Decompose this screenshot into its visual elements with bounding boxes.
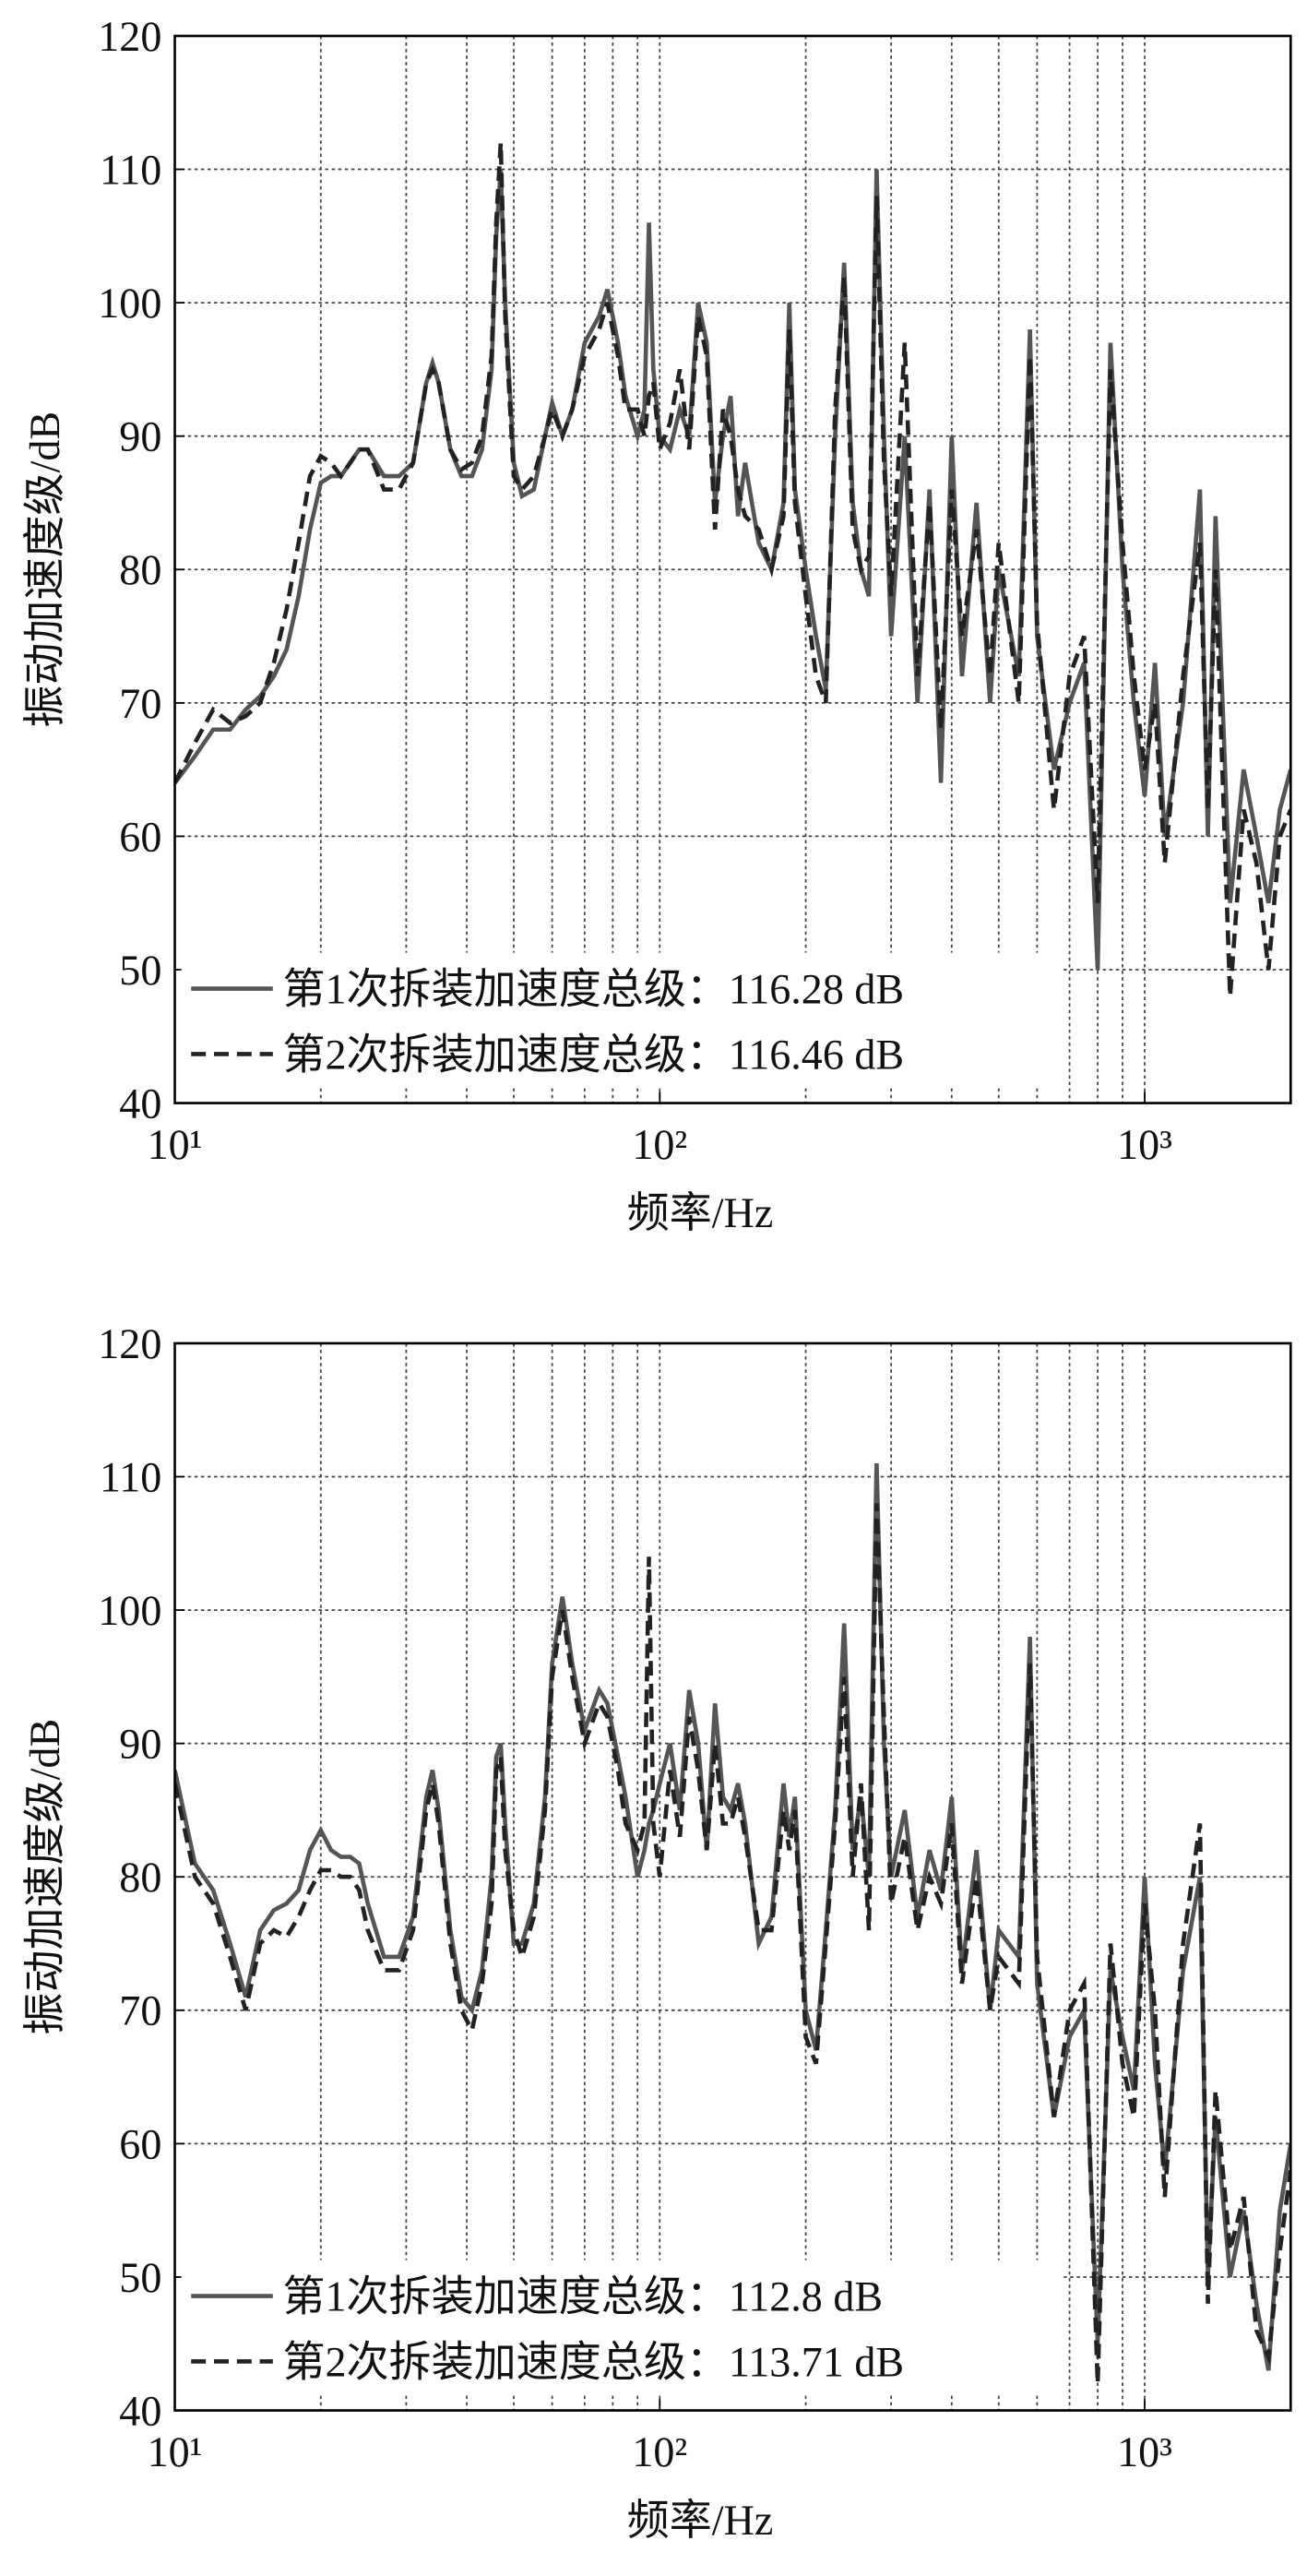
y-tick-label: 110 [100, 146, 161, 193]
y-tick-label: 60 [119, 2120, 161, 2167]
y-tick-label: 80 [119, 546, 161, 593]
x-tick-label: 10² [632, 1121, 687, 1168]
y-tick-label: 70 [119, 1987, 161, 2034]
y-axis-label: 振动加速度级/dB [21, 1719, 68, 2035]
x-tick-label: 10² [632, 2428, 687, 2475]
x-tick-label: 10³ [1117, 2428, 1172, 2475]
y-tick-label: 120 [98, 1320, 161, 1367]
y-tick-label: 100 [98, 1587, 161, 1634]
x-tick-label: 10¹ [148, 2428, 203, 2475]
data-line [174, 1503, 1291, 2384]
y-axis-label: 振动加速度级/dB [21, 411, 68, 728]
x-axis-label: 频率/Hz [627, 1189, 774, 1236]
legend-label: 第1次拆装加速度总级：112.8 dB [282, 2272, 883, 2320]
data-line [174, 142, 1291, 997]
y-tick-label: 60 [119, 813, 161, 860]
legend-box [181, 2260, 1064, 2394]
legend-box [181, 952, 1064, 1087]
y-tick-label: 40 [119, 2387, 161, 2434]
y-tick-label: 110 [100, 1453, 161, 1500]
plot-frame [173, 1342, 1292, 2412]
legend-label: 第2次拆装加速度总级：113.71 dB [282, 2338, 904, 2385]
y-tick-label: 90 [119, 413, 161, 460]
x-axis-label: 频率/Hz [627, 2497, 774, 2544]
y-tick-label: 90 [119, 1721, 161, 1768]
y-tick-label: 100 [98, 280, 161, 327]
legend-label: 第1次拆装加速度总级：116.28 dB [282, 966, 904, 1013]
plot-frame [173, 34, 1292, 1104]
x-tick-label: 10¹ [148, 1121, 203, 1168]
y-tick-label: 50 [119, 947, 161, 994]
x-tick-label: 10³ [1117, 1121, 1172, 1168]
y-tick-label: 120 [98, 13, 161, 60]
y-tick-label: 80 [119, 1854, 161, 1901]
legend-label: 第2次拆装加速度总级：116.46 dB [282, 1031, 904, 1078]
data-line [174, 1462, 1291, 2371]
y-tick-label: 70 [119, 680, 161, 727]
y-tick-label: 40 [119, 1080, 161, 1127]
y-tick-label: 50 [119, 2254, 161, 2301]
